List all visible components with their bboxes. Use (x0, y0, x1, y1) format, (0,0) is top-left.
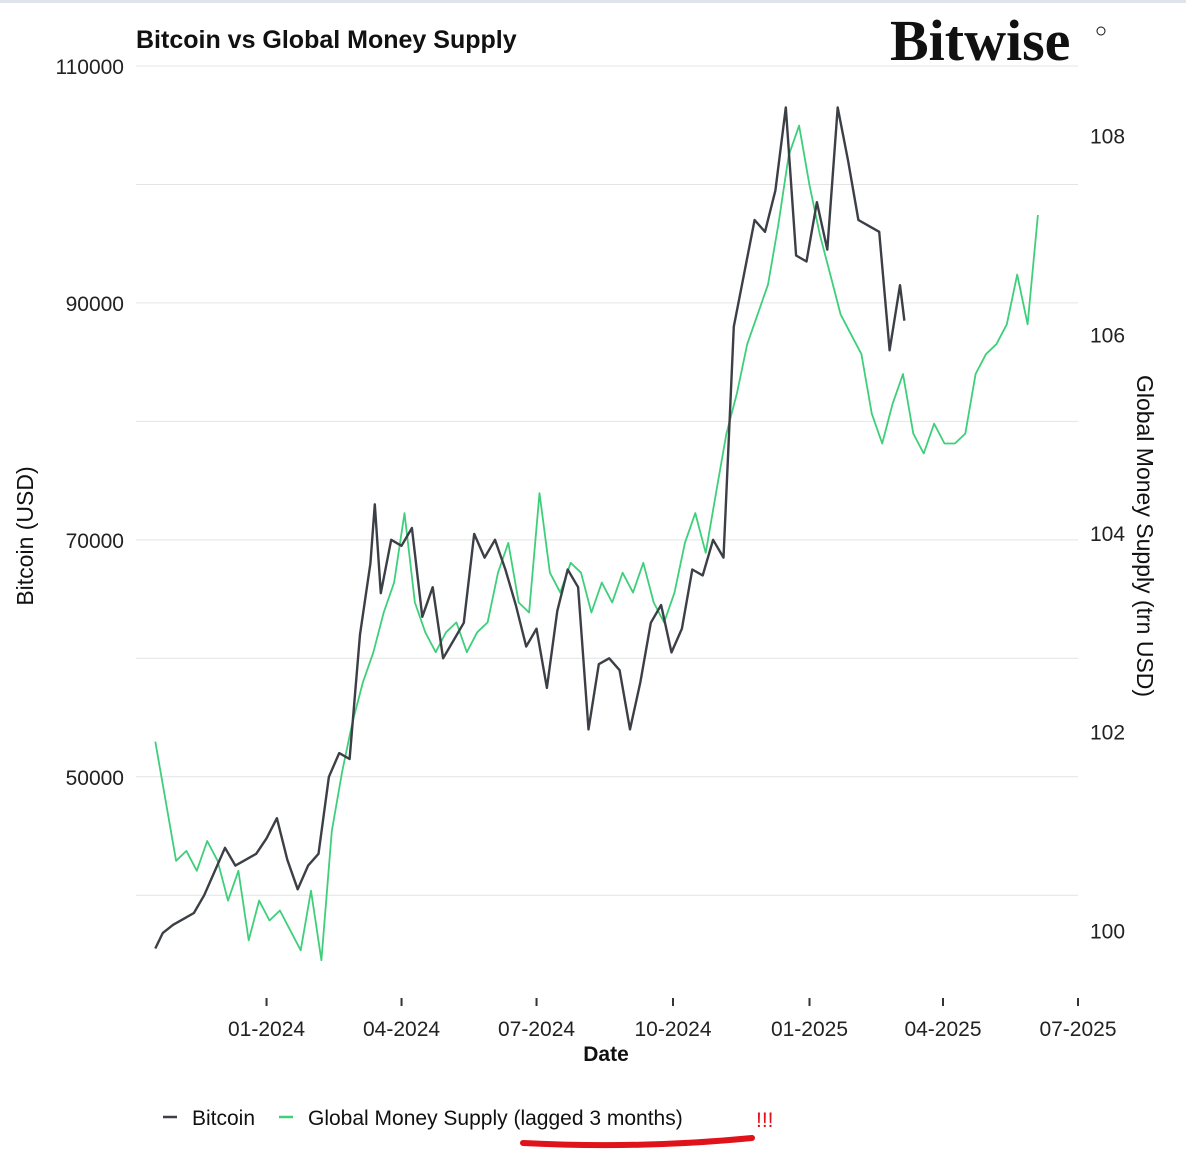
y-right-tick-label: 100 (1090, 920, 1125, 943)
x-tick-label: 01-2025 (771, 1018, 848, 1041)
series-line-money-supply (154, 124, 1039, 962)
x-tick-label: 07-2025 (1039, 1018, 1116, 1041)
annotation-underline (520, 1135, 755, 1149)
chart-title: Bitcoin vs Global Money Supply (136, 26, 517, 54)
grid (136, 65, 1078, 896)
legend-label-bitcoin: Bitcoin (192, 1107, 255, 1130)
y-left-tick-label: 110000 (55, 56, 124, 79)
y-left-tick-label: 70000 (66, 530, 124, 553)
x-axis-title: Date (583, 1043, 629, 1066)
y-right-tick-label: 106 (1090, 324, 1125, 347)
y-right-tick-label: 104 (1090, 523, 1125, 546)
x-tick-label: 04-2025 (904, 1018, 981, 1041)
y-left-tick-label: 50000 (66, 767, 124, 790)
x-tick-label: 04-2024 (363, 1018, 440, 1041)
y-right-tick-label: 102 (1090, 722, 1125, 745)
legend-label-money-supply: Global Money Supply (lagged 3 months) (308, 1107, 683, 1130)
x-axis: 01-2024 04-2024 07-2024 10-2024 01-2025 04-20… (228, 998, 1117, 1041)
registered-mark-icon (1096, 26, 1106, 36)
annotation-exclamation: !!! (756, 1109, 774, 1132)
y-right-axis-title: Global Money Supply (trn USD) (1132, 375, 1158, 697)
logo: Bitwise (890, 8, 1106, 73)
x-tick-label: 01-2024 (228, 1018, 305, 1041)
y-right-tick-label: 108 (1090, 126, 1125, 149)
y-left-axis: 50000 70000 90000 110000 (55, 56, 124, 790)
x-tick-label: 07-2024 (498, 1018, 575, 1041)
legend: Bitcoin Global Money Supply (lagged 3 mo… (163, 1107, 774, 1149)
series-layer (154, 106, 1039, 962)
top-border (0, 0, 1186, 3)
logo-text: Bitwise (890, 8, 1070, 73)
series-line-bitcoin (154, 106, 906, 950)
x-tick-label: 10-2024 (634, 1018, 711, 1041)
y-right-axis: 100 102 104 106 108 (1090, 126, 1125, 944)
y-left-axis-title: Bitcoin (USD) (12, 466, 38, 605)
y-left-tick-label: 90000 (66, 293, 124, 316)
